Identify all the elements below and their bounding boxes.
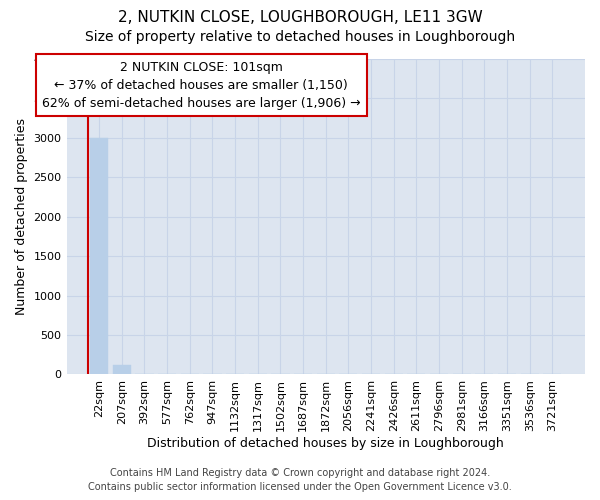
- Bar: [90, 138, 108, 374]
- Text: Contains HM Land Registry data © Crown copyright and database right 2024.
Contai: Contains HM Land Registry data © Crown c…: [88, 468, 512, 492]
- Text: 2 NUTKIN CLOSE: 101sqm
← 37% of detached houses are smaller (1,150)
62% of semi-: 2 NUTKIN CLOSE: 101sqm ← 37% of detached…: [42, 60, 361, 110]
- X-axis label: Distribution of detached houses by size in Loughborough: Distribution of detached houses by size …: [148, 437, 504, 450]
- Bar: [113, 364, 131, 374]
- Y-axis label: Number of detached properties: Number of detached properties: [15, 118, 28, 315]
- Text: 2, NUTKIN CLOSE, LOUGHBOROUGH, LE11 3GW: 2, NUTKIN CLOSE, LOUGHBOROUGH, LE11 3GW: [118, 10, 482, 25]
- Text: Size of property relative to detached houses in Loughborough: Size of property relative to detached ho…: [85, 30, 515, 44]
